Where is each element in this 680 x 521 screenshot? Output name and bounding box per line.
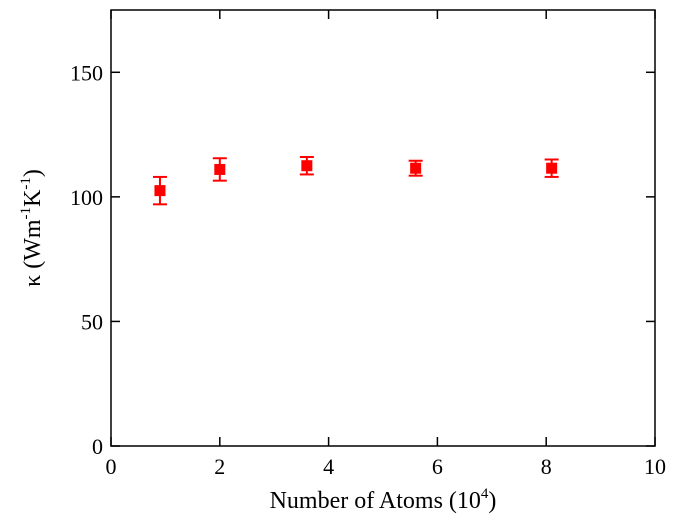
x-tick-label: 8 [541, 454, 552, 479]
x-axis-title: Number of Atoms (104) [270, 486, 497, 514]
x-tick-label: 4 [323, 454, 334, 479]
y-tick-label: 50 [81, 309, 103, 334]
x-tick-label: 10 [644, 454, 666, 479]
y-tick-label: 100 [70, 185, 103, 210]
data-marks [152, 155, 559, 206]
plot-frame [110, 9, 656, 447]
data-point [410, 162, 422, 174]
data-point [301, 160, 313, 172]
data-point [546, 162, 558, 174]
x-tick-label: 6 [432, 454, 443, 479]
x-tick-label: 2 [214, 454, 225, 479]
y-tick-label: 150 [70, 60, 103, 85]
y-axis-title: κ (Wm-1K-1) [18, 169, 46, 287]
y-tick-label: 0 [92, 434, 103, 459]
ticks [110, 10, 656, 447]
data-point [214, 163, 226, 175]
x-tick-label: 0 [106, 454, 117, 479]
data-point [154, 185, 166, 197]
